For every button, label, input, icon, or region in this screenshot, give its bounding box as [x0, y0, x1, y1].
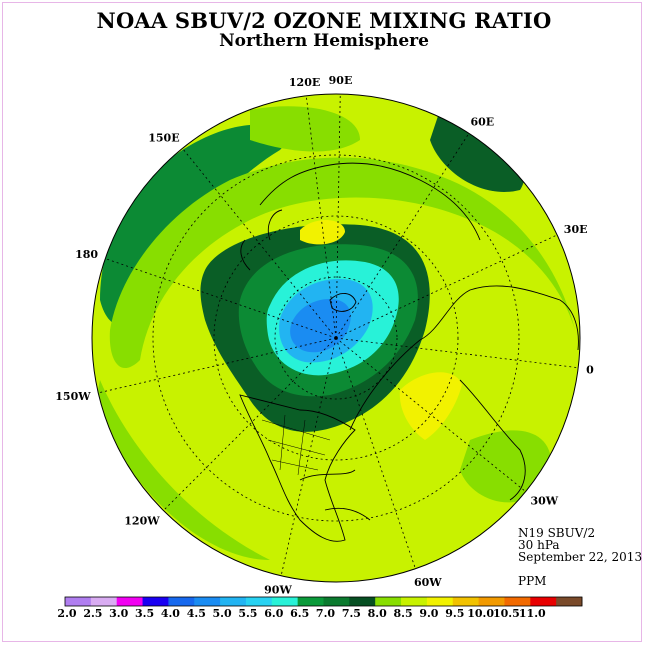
- meridian-line: [305, 95, 337, 339]
- north-america-coast: [239, 394, 356, 542]
- figure-frame: [2, 2, 642, 642]
- colorbar-swatch: [478, 597, 505, 606]
- field-yellow-north: [300, 220, 345, 245]
- longitude-label: 120W: [124, 514, 160, 527]
- colorbar-swatch: [245, 597, 273, 606]
- colorbar-swatch: [426, 597, 454, 606]
- colorbar-tick-label: 7.0: [315, 607, 336, 620]
- longitude-label: 150E: [148, 132, 179, 145]
- colorbar-tick-label: 9.0: [419, 607, 439, 620]
- colorbar-tick-label: 10.0: [467, 607, 494, 620]
- satellite-label: N19 SBUV/2: [518, 526, 596, 540]
- longitude-label: 90W: [264, 583, 292, 596]
- colorbar-swatch: [530, 597, 557, 606]
- field-light-green-north: [250, 106, 360, 152]
- longitude-label: 30W: [531, 494, 559, 507]
- meridian-line: [105, 258, 337, 339]
- field-yellow-east: [399, 372, 462, 440]
- meridians: [98, 94, 579, 576]
- colorbar-swatch: [220, 597, 247, 606]
- meridian-line: [182, 148, 337, 339]
- meridian-line: [335, 337, 526, 492]
- meridian-line: [163, 337, 337, 511]
- colorbar-tick-label: 4.5: [186, 607, 206, 620]
- longitude-label: 0: [586, 363, 594, 376]
- graticule: [98, 94, 579, 576]
- latitude-circle-60: [213, 215, 459, 461]
- colorbar-tick-label: 6.0: [264, 607, 284, 620]
- asia-north-coast: [259, 162, 481, 241]
- gulf-coast: [299, 469, 371, 521]
- map-title: NOAA SBUV/2 OZONE MIXING RATIO: [96, 8, 552, 33]
- colorbar-swatch: [504, 597, 531, 606]
- colorbar-tick-label: 2.5: [83, 607, 103, 620]
- map-boundary: [91, 93, 581, 583]
- level-label: 30 hPa: [518, 538, 560, 552]
- longitude-label: 90E: [329, 74, 353, 87]
- colorbar-swatch: [116, 597, 143, 606]
- colorbar-swatch: [349, 597, 376, 606]
- europe-asia-coast: [349, 285, 579, 431]
- field-light-green-ring: [109, 157, 575, 369]
- colorbar-swatch: [142, 597, 169, 606]
- latitude-circle-75: [274, 276, 398, 400]
- colorbar-tick-label: 5.0: [212, 607, 232, 620]
- field-light-green-se: [460, 430, 552, 503]
- colorbar-tick-label: 8.5: [393, 607, 413, 620]
- colorbar-tick-label: 3.0: [109, 607, 129, 620]
- meridian-line: [335, 133, 470, 339]
- coastlines: [239, 162, 579, 542]
- colorbar-swatch: [90, 597, 118, 606]
- colorbar-swatch: [168, 597, 195, 606]
- meridian-line: [98, 337, 337, 394]
- colorbar-tick-label: 3.5: [135, 607, 155, 620]
- longitude-label: 150W: [55, 390, 91, 403]
- colorbar-frame: [64, 596, 583, 607]
- colorbar-swatch: [323, 597, 350, 606]
- colorbar-tick-label: 4.0: [160, 607, 180, 620]
- longitude-labels: 90E 60E 30E 0 30W 60W 90W 120W 150W 180 150E 120E: [55, 74, 594, 596]
- longitude-label: 180: [75, 248, 98, 261]
- units-label: PPM: [518, 574, 547, 588]
- colorbar-tick-label: 9.5: [445, 607, 465, 620]
- colorbar-tick-label: 11.0: [518, 607, 546, 620]
- field-dark-green-ne: [430, 110, 525, 192]
- colorbar-swatch: [401, 597, 428, 606]
- colorbar-tick-label: 6.5: [290, 607, 310, 620]
- colorbar-swatch: [271, 597, 299, 606]
- longitude-label: 30E: [564, 223, 588, 236]
- ozone-field: [92, 94, 580, 582]
- colorbar-tick-label: 10.5: [492, 607, 520, 620]
- longitude-label: 120E: [289, 76, 320, 89]
- longitude-label: 60W: [414, 576, 442, 589]
- colorbar-swatch: [375, 597, 402, 606]
- meridian-line: [280, 337, 337, 576]
- meridian-line: [335, 337, 416, 569]
- colorbar-swatch: [194, 597, 221, 606]
- colorbar-tick-label: 8.0: [367, 607, 387, 620]
- us-states: [261, 414, 331, 476]
- date-label: September 22, 2013: [518, 550, 643, 564]
- greenland-outline: [329, 293, 357, 312]
- map-subtitle: Northern Hemisphere: [219, 31, 429, 51]
- meridian-line: [335, 94, 341, 339]
- colorbar-swatch: [65, 597, 92, 606]
- colorbar-swatch: [556, 597, 583, 606]
- state-lines: [261, 414, 331, 476]
- colorbar-swatch: [297, 597, 324, 606]
- longitude-label: 60E: [471, 116, 495, 129]
- colorbar-tick-label: 7.5: [341, 607, 361, 620]
- meridian-line: [335, 337, 579, 369]
- africa-coast: [459, 379, 526, 501]
- east-asia-coast: [240, 209, 283, 271]
- colorbar: [64, 596, 583, 607]
- field-light-green-sw: [96, 380, 270, 560]
- colorbar-tick-label: 2.0: [57, 607, 77, 620]
- colorbar-swatch: [452, 597, 479, 606]
- meridian-line: [335, 234, 558, 339]
- latitude-circle-45: [152, 154, 520, 522]
- colorbar-tick-label: 5.5: [238, 607, 258, 620]
